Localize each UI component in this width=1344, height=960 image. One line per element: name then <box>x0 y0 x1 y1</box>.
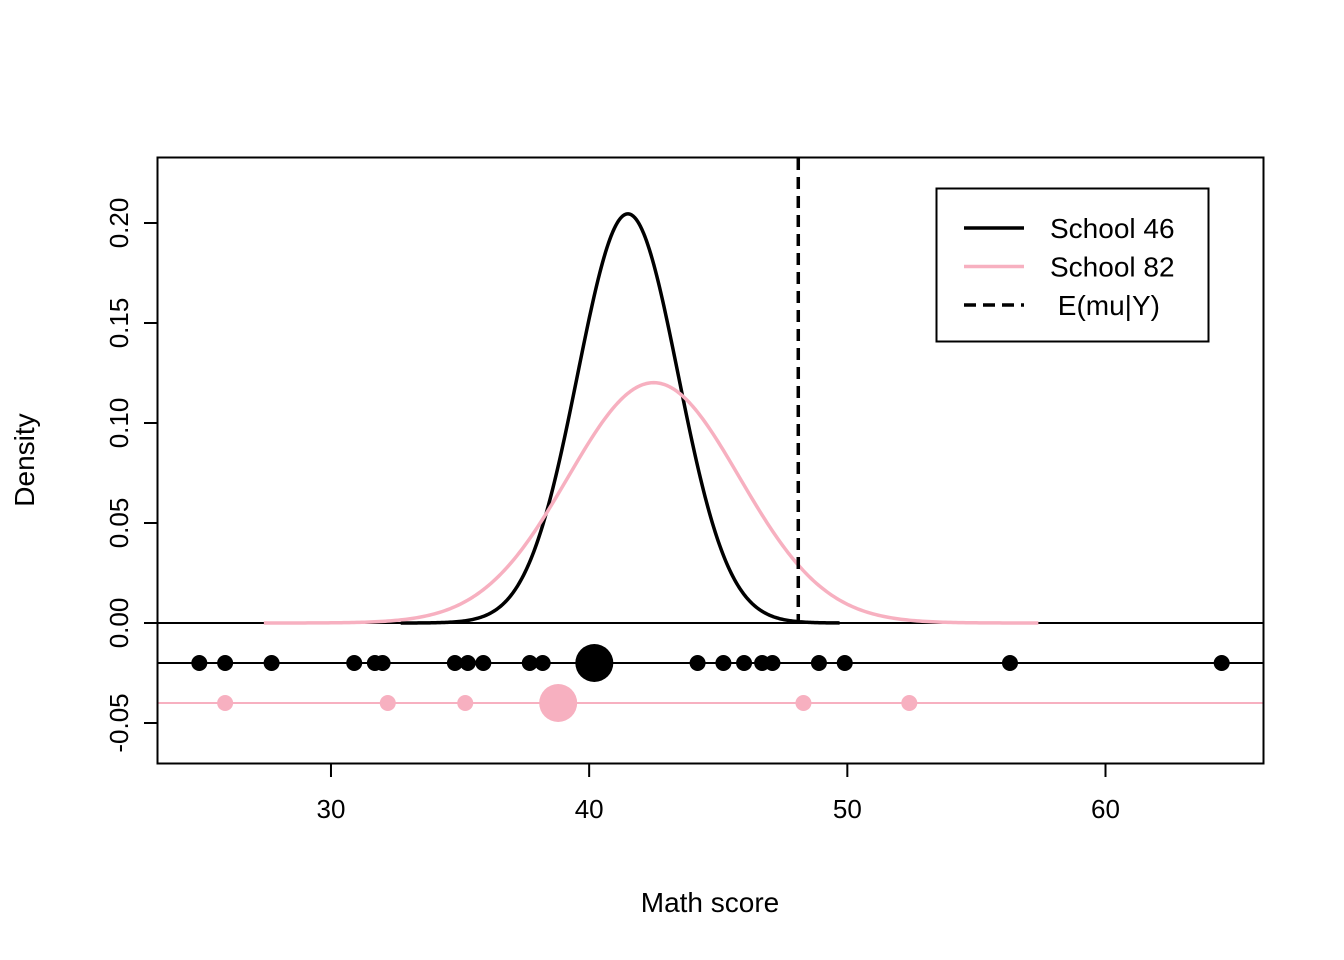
observation-point-school-46 <box>459 655 476 671</box>
observation-point-school-46 <box>521 655 538 671</box>
y-axis-title: Density <box>9 413 40 506</box>
observation-point-school-82 <box>901 695 918 711</box>
x-tick-label: 60 <box>1091 794 1120 824</box>
observation-point-school-46 <box>446 655 463 671</box>
observation-point-school-46 <box>263 655 280 671</box>
legend-label: School 82 <box>1050 252 1175 283</box>
sample-mean-point-school-82 <box>539 684 578 722</box>
density-curve-school-82 <box>263 380 1039 625</box>
density-curve-school-46 <box>400 212 840 625</box>
observation-point-school-46 <box>1213 655 1230 671</box>
x-axis-title: Math score <box>641 887 780 918</box>
observation-point-school-46 <box>374 655 391 671</box>
observation-point-school-46 <box>217 655 234 671</box>
observation-point-school-82 <box>457 695 474 711</box>
legend: School 46 School 82 E(mu|Y) <box>935 187 1210 343</box>
observation-point-school-46 <box>1001 655 1018 671</box>
observation-point-school-46 <box>836 655 853 671</box>
observation-point-school-46 <box>534 655 551 671</box>
x-tick-label: 30 <box>317 794 346 824</box>
observation-point-school-46 <box>346 655 363 671</box>
observation-point-school-46 <box>764 655 781 671</box>
legend-label: E(mu|Y) <box>1050 290 1160 321</box>
observation-point-school-46 <box>689 655 706 671</box>
sample-mean-point-school-46 <box>575 644 614 682</box>
observation-point-school-82 <box>795 695 812 711</box>
observation-point-school-82 <box>217 695 234 711</box>
plot-area <box>158 158 1263 722</box>
observation-point-school-46 <box>475 655 492 671</box>
x-tick-label: 40 <box>575 794 604 824</box>
y-tick-label: -0.05 <box>104 693 134 752</box>
legend-label: School 46 <box>1050 213 1175 244</box>
y-tick-label: 0.15 <box>104 298 134 349</box>
y-tick-label: 0.05 <box>104 498 134 549</box>
observation-point-school-46 <box>191 655 208 671</box>
y-tick-label: 0.00 <box>104 598 134 649</box>
y-tick-label: 0.10 <box>104 398 134 449</box>
x-tick-label: 50 <box>833 794 862 824</box>
axes: 30 40 50 60 -0.05 0.00 0.05 0.10 0.15 0.20 <box>104 198 1120 824</box>
observation-point-school-46 <box>810 655 827 671</box>
observation-point-school-82 <box>379 695 396 711</box>
plot-frame <box>156 156 1265 765</box>
y-tick-label: 0.20 <box>104 198 134 249</box>
observation-point-school-46 <box>715 655 732 671</box>
observation-point-school-46 <box>736 655 753 671</box>
